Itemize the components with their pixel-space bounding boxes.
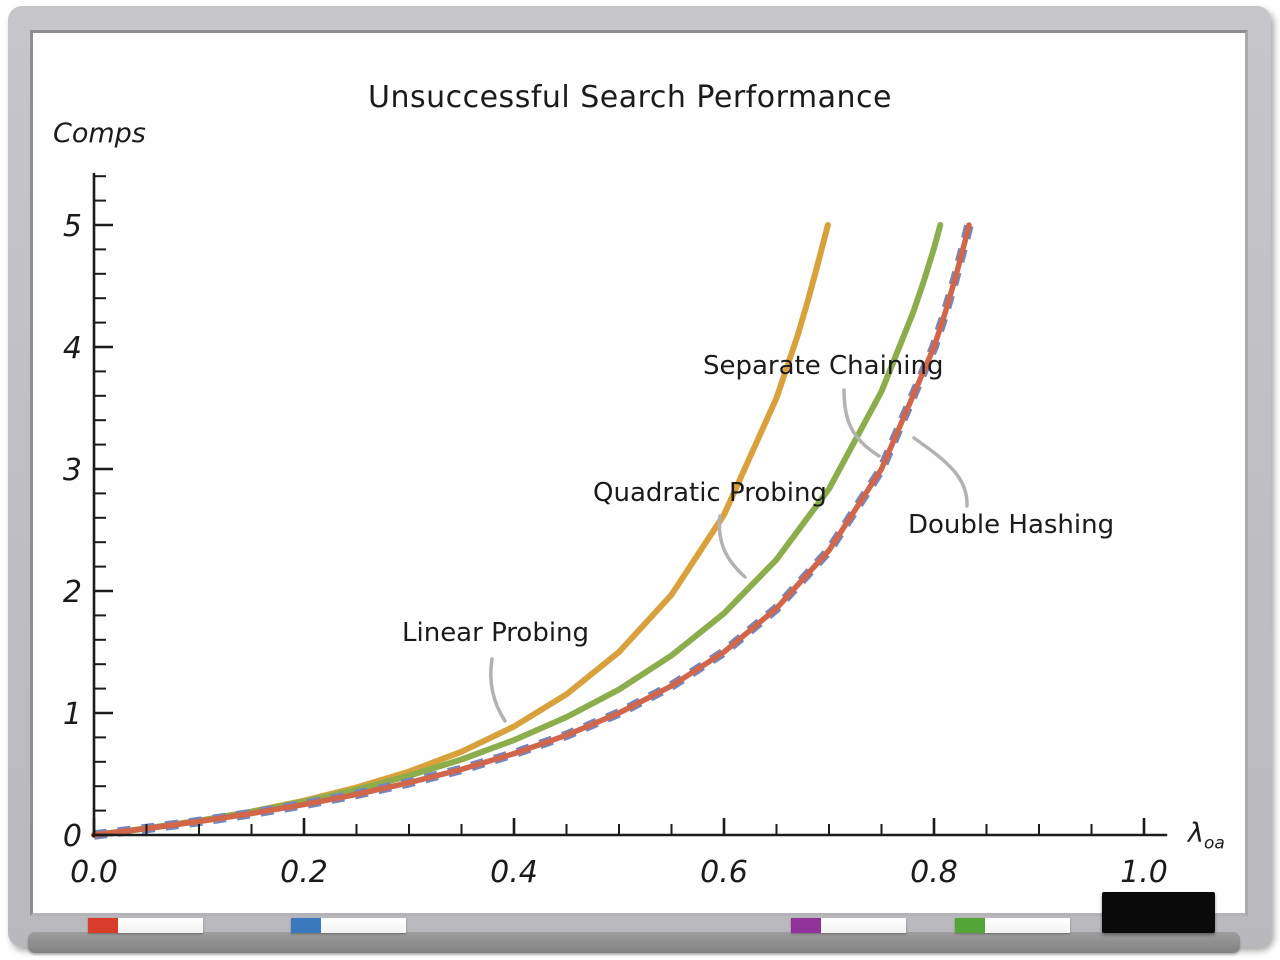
marker-tray-bar: [28, 932, 1240, 953]
curve-quadratic-probing: [91, 222, 944, 838]
lambda-symbol: λ: [1188, 818, 1204, 849]
x-axis-label: λoa: [1188, 818, 1225, 853]
x-tick-label: 0.8: [910, 855, 958, 890]
marker-purple: [791, 918, 906, 933]
marker-green: [955, 918, 1070, 933]
marker-blue-cap: [291, 918, 321, 933]
chart-title: Unsuccessful Search Performance: [368, 80, 892, 115]
label-leader-lines: [489, 388, 969, 723]
marker-green-cap: [955, 918, 985, 933]
x-tick-label: 0.0: [70, 855, 118, 890]
axis-ticks: [92, 175, 1146, 837]
marker-blue-body: [321, 918, 406, 933]
marker-red: [88, 918, 203, 933]
curve-linear-probing: [91, 222, 831, 838]
marker-green-body: [985, 918, 1070, 933]
marker-blue: [291, 918, 406, 933]
y-axis-label: Comps: [53, 118, 146, 149]
x-tick-label: 0.2: [280, 855, 328, 890]
linear-probing-label: Linear Probing: [402, 618, 590, 648]
x-tick-label: 1.0: [1120, 855, 1168, 890]
eraser: [1102, 892, 1215, 933]
y-tick-label: 1: [63, 697, 82, 732]
marker-purple-body: [821, 918, 906, 933]
separate-chaining-label: Separate Chaining: [703, 351, 944, 381]
curve-separate-chaining: [93, 223, 974, 840]
lambda-subscript: oa: [1203, 833, 1225, 854]
y-tick-label: 2: [63, 575, 82, 610]
double-hashing-leader: [912, 436, 969, 508]
quadratic-probing-leader: [717, 514, 747, 579]
y-tick-label: 3: [63, 453, 82, 488]
curve-double-hashing: [91, 222, 972, 838]
axis-tick-labels: 0 1 2 3 4 5 0.0 0.2 0.4 0.6 0.8 1.0: [63, 209, 1168, 890]
curve-series-group: [91, 222, 974, 840]
marker-red-cap: [88, 918, 118, 933]
marker-purple-cap: [791, 918, 821, 933]
x-tick-label: 0.4: [490, 855, 538, 890]
separate-chaining-leader: [842, 388, 881, 458]
marker-red-body: [118, 918, 203, 933]
x-tick-label: 0.6: [700, 855, 748, 890]
linear-probing-leader: [489, 657, 507, 723]
quadratic-probing-label: Quadratic Probing: [593, 478, 827, 508]
double-hashing-label: Double Hashing: [908, 510, 1115, 540]
y-tick-label: 4: [63, 331, 82, 366]
whiteboard-surface: [30, 30, 1248, 916]
y-tick-label: 5: [63, 209, 82, 244]
y-tick-label: 0: [63, 819, 82, 854]
